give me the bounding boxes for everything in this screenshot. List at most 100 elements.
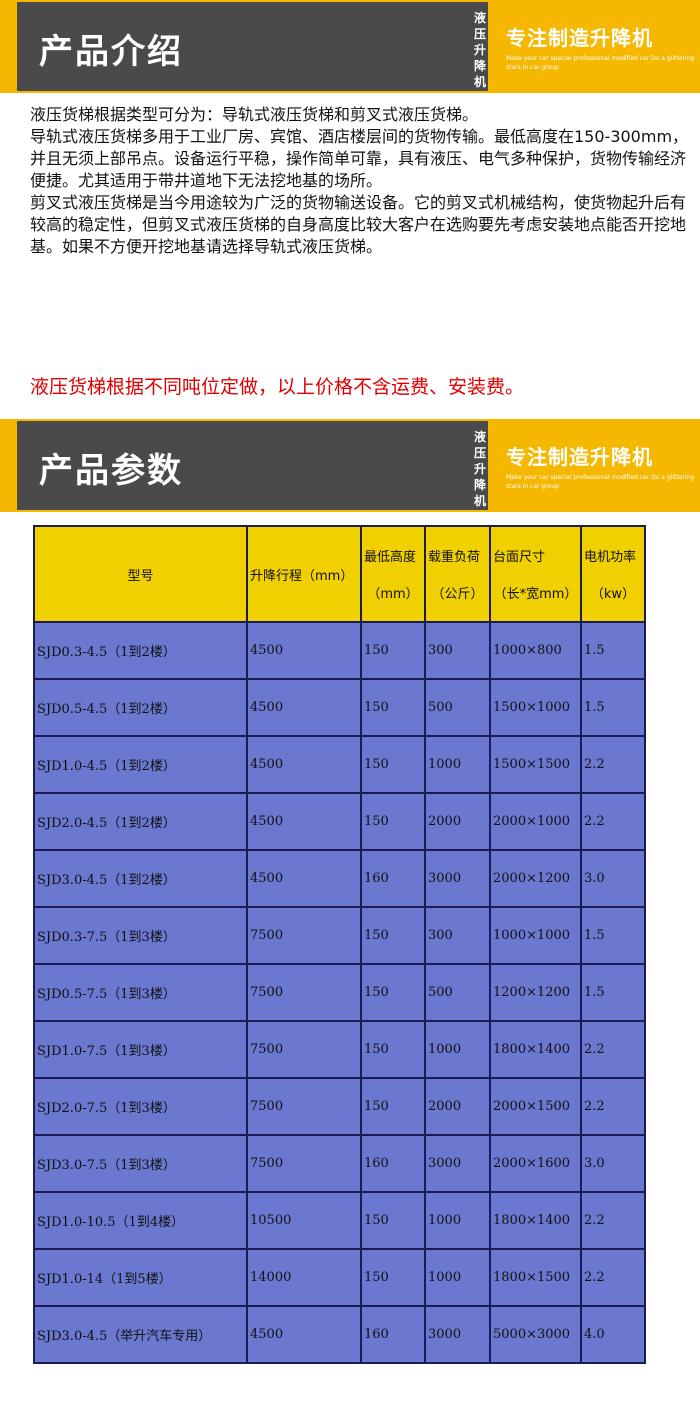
header-line: 型号 (127, 568, 154, 584)
table-row: SJD3.0-4.5（举升汽车专用） 4500 160 3000 5000×3000 4.… (33, 1305, 646, 1364)
table-cell: 1.5 (580, 678, 646, 737)
table-cell: 500 (424, 963, 491, 1022)
table-row: SJD0.5-4.5（1到2楼） 4500 150 500 1500×1000 1.5 (33, 678, 646, 737)
table-cell: 1000 (424, 1020, 491, 1079)
table-row: SJD1.0-14（1到5楼） 14000 150 1000 1800×1500 2.2 (33, 1248, 646, 1307)
header-line: 电机功率 (584, 550, 637, 565)
table-cell: 3.0 (580, 1134, 646, 1193)
table-cell: 150 (360, 1191, 426, 1250)
table-cell: SJD2.0-4.5（1到2楼） (33, 792, 248, 851)
table-cell: 300 (424, 621, 491, 680)
table-cell: 1800×1500 (489, 1248, 582, 1307)
section-title: 产品参数 (39, 451, 183, 491)
column-header: 型号 (33, 525, 248, 623)
table-row: SJD1.0-4.5（1到2楼） 4500 150 1000 1500×1500 2.2 (33, 735, 646, 794)
table-cell: 2000×1000 (489, 792, 582, 851)
table-cell: 2000×1600 (489, 1134, 582, 1193)
price-notice: 液压货梯根据不同吨位定做，以上价格不含运费、安装费。 (30, 376, 525, 398)
slogan: 专注制造升降机 (506, 26, 653, 50)
table-cell: 1500×1000 (489, 678, 582, 737)
table-cell: SJD2.0-7.5（1到3楼） (33, 1077, 248, 1136)
slogan-sub: Make your car special professional modif… (506, 55, 695, 71)
table-row: SJD0.3-7.5（1到3楼） 7500 150 300 1000×1000 1.5 (33, 906, 646, 965)
table-cell: SJD0.5-4.5（1到2楼） (33, 678, 248, 737)
table-cell: 4500 (246, 849, 362, 908)
table-cell: SJD3.0-4.5（1到2楼） (33, 849, 248, 908)
vertical-label: 液压升降机 (473, 11, 486, 89)
table-cell: 7500 (246, 1077, 362, 1136)
header-line: 最低高度 (364, 550, 417, 565)
table-cell: SJD0.3-4.5（1到2楼） (33, 621, 248, 680)
table-cell: 2000 (424, 792, 491, 851)
params-table: 型号 升降行程（mm） 最低高度 （mm） 载重负荷 （公斤） 台面尺寸 （长*宽mm） 电机功… (33, 525, 646, 1364)
table-cell: 14000 (246, 1248, 362, 1307)
table-cell: 1000 (424, 735, 491, 794)
table-cell: 2.2 (580, 1020, 646, 1079)
header-unit: （kw） (590, 587, 636, 602)
banner-product-intro: 产品介绍 液压升降机 专注制造升降机 Make your car special… (0, 0, 700, 93)
intro-paragraph: 剪叉式液压货梯是当今用途较为广泛的货物输送设备。它的剪叉式机械结构，使货物起升后… (30, 193, 687, 256)
table-cell: 1.5 (580, 621, 646, 680)
slogan: 专注制造升降机 (506, 445, 653, 469)
table-cell: SJD1.0-7.5（1到3楼） (33, 1020, 248, 1079)
slogan-sub: Make your car special professional modif… (506, 474, 695, 490)
table-cell: 150 (360, 963, 426, 1022)
table-cell: 10500 (246, 1191, 362, 1250)
table-cell: 2000 (424, 1077, 491, 1136)
table-cell: 150 (360, 678, 426, 737)
banner-product-params: 产品参数 液压升降机 专注制造升降机 Make your car special… (0, 419, 700, 512)
table-cell: 7500 (246, 1134, 362, 1193)
table-cell: 3000 (424, 849, 491, 908)
table-cell: 1200×1200 (489, 963, 582, 1022)
table-cell: 1000 (424, 1248, 491, 1307)
table-cell: 150 (360, 1020, 426, 1079)
table-cell: SJD1.0-10.5（1到4楼） (33, 1191, 248, 1250)
table-cell: SJD0.3-7.5（1到3楼） (33, 906, 248, 965)
table-row: SJD2.0-4.5（1到2楼） 4500 150 2000 2000×1000 2.2 (33, 792, 646, 851)
table-cell: 500 (424, 678, 491, 737)
section-title: 产品介绍 (39, 32, 183, 72)
intro-paragraph: 液压货梯根据类型可分为：导轨式液压货梯和剪叉式液压货梯。 (30, 105, 479, 124)
table-cell: 1800×1400 (489, 1191, 582, 1250)
table-cell: 3000 (424, 1134, 491, 1193)
table-cell: SJD0.5-7.5（1到3楼） (33, 963, 248, 1022)
table-cell: 160 (360, 1134, 426, 1193)
table-cell: 4.0 (580, 1305, 646, 1364)
table-cell: 2.2 (580, 1077, 646, 1136)
table-cell: 1000 (424, 1191, 491, 1250)
table-cell: 2000×1200 (489, 849, 582, 908)
table-cell: 150 (360, 906, 426, 965)
banner-dark-panel: 产品介绍 液压升降机 (17, 2, 488, 91)
table-row: SJD1.0-7.5（1到3楼） 7500 150 1000 1800×1400 2.2 (33, 1020, 646, 1079)
banner-dark-panel: 产品参数 液压升降机 (17, 421, 488, 510)
header-line: 台面尺寸 (493, 550, 546, 565)
table-cell: 1.5 (580, 963, 646, 1022)
table-cell: 4500 (246, 735, 362, 794)
table-row: SJD1.0-10.5（1到4楼） 10500 150 1000 1800×1400 2.… (33, 1191, 646, 1250)
table-row: SJD3.0-7.5（1到3楼） 7500 160 3000 2000×1600 3.0 (33, 1134, 646, 1193)
column-header: 载重负荷 （公斤） (424, 525, 491, 623)
header-unit: （长*宽mm） (493, 587, 578, 602)
table-cell: 160 (360, 849, 426, 908)
header-unit: （公斤） (431, 587, 484, 602)
table-cell: 2.2 (580, 792, 646, 851)
table-cell: SJD3.0-7.5（1到3楼） (33, 1134, 248, 1193)
table-cell: 3.0 (580, 849, 646, 908)
table-cell: 7500 (246, 963, 362, 1022)
table-cell: 1000×1000 (489, 906, 582, 965)
table-cell: 150 (360, 1248, 426, 1307)
header-unit: （mm） (367, 587, 419, 602)
table-cell: 150 (360, 1077, 426, 1136)
column-header: 最低高度 （mm） (360, 525, 426, 623)
table-cell: 4500 (246, 1305, 362, 1364)
table-cell: 3000 (424, 1305, 491, 1364)
table-cell: 1500×1500 (489, 735, 582, 794)
table-cell: 4500 (246, 678, 362, 737)
table-cell: SJD3.0-4.5（举升汽车专用） (33, 1305, 248, 1364)
table-cell: SJD1.0-14（1到5楼） (33, 1248, 248, 1307)
intro-text: 液压货梯根据类型可分为：导轨式液压货梯和剪叉式液压货梯。 导轨式液压货梯多用于工… (30, 104, 690, 258)
column-header: 台面尺寸 （长*宽mm） (489, 525, 582, 623)
table-cell: 7500 (246, 906, 362, 965)
table-cell: 160 (360, 1305, 426, 1364)
table-cell: 1.5 (580, 906, 646, 965)
